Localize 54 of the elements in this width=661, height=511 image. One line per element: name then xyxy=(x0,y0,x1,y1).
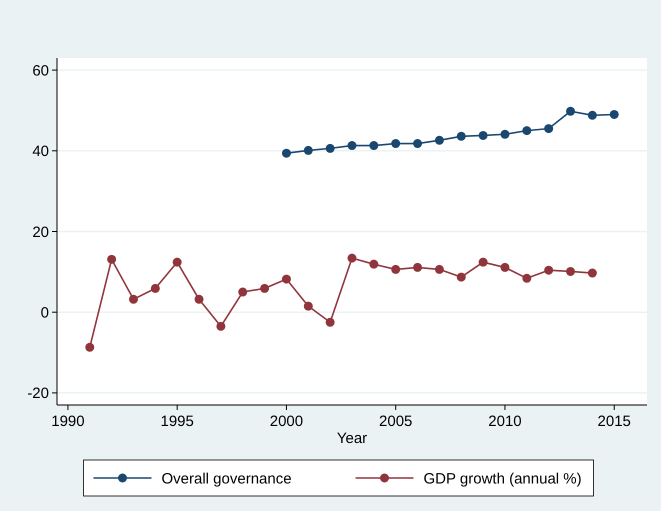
point xyxy=(172,258,182,267)
point xyxy=(566,266,576,276)
point xyxy=(544,266,554,275)
x-tick-label: 2000 xyxy=(270,413,304,430)
point xyxy=(304,302,313,311)
point xyxy=(369,141,378,150)
point xyxy=(522,274,532,283)
point xyxy=(610,110,619,119)
point xyxy=(544,124,554,134)
legend-label: Overall governance xyxy=(162,470,292,488)
point xyxy=(391,139,400,148)
point xyxy=(85,342,94,352)
point xyxy=(456,272,466,282)
point xyxy=(216,322,226,331)
point xyxy=(326,318,335,327)
point xyxy=(588,110,597,120)
point xyxy=(369,260,378,269)
x-tick-label: 2010 xyxy=(488,413,522,430)
y-tick-label: -20 xyxy=(27,385,49,402)
x-tick-label: 1990 xyxy=(51,413,85,430)
point xyxy=(478,130,488,140)
point xyxy=(500,130,510,139)
point xyxy=(128,294,138,304)
point xyxy=(150,284,160,293)
point xyxy=(194,294,204,304)
y-tick-label: 60 xyxy=(32,62,49,80)
y-tick-label: 40 xyxy=(32,143,49,160)
point xyxy=(500,262,510,272)
point xyxy=(456,132,466,141)
point xyxy=(478,258,488,267)
point xyxy=(348,254,356,263)
point xyxy=(522,126,532,136)
x-tick-label: 1995 xyxy=(160,413,194,430)
point xyxy=(434,264,444,274)
y-tick-label: 20 xyxy=(32,224,49,241)
y-tick-label: 0 xyxy=(40,304,49,322)
x-tick-label: 2015 xyxy=(598,413,631,430)
point xyxy=(107,254,116,264)
point xyxy=(434,136,444,145)
legend-label: GDP growth (annual %) xyxy=(424,470,582,488)
point xyxy=(566,106,576,116)
point xyxy=(260,284,270,293)
point xyxy=(348,141,356,150)
point xyxy=(326,144,335,153)
point xyxy=(304,146,313,155)
point xyxy=(282,148,291,158)
x-axis-title: Year xyxy=(336,430,368,447)
point xyxy=(238,288,248,297)
point xyxy=(588,268,597,278)
x-tick-label: 2005 xyxy=(379,413,412,430)
point xyxy=(413,139,422,148)
point xyxy=(282,274,291,284)
point xyxy=(391,264,400,274)
point xyxy=(413,262,422,272)
